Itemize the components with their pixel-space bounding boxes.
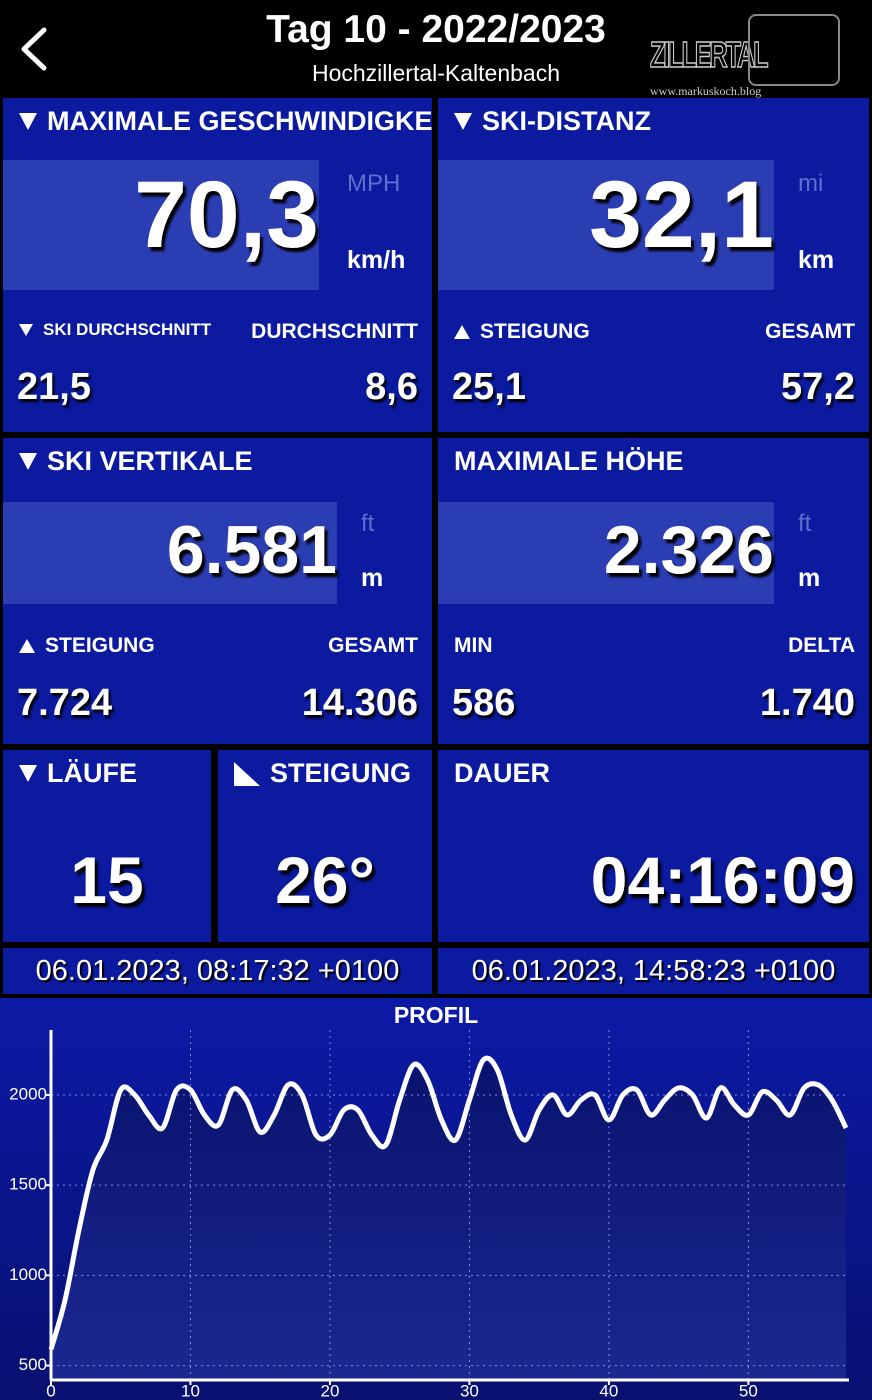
left-label-icon — [19, 324, 33, 336]
x-tick-label: 30 — [460, 1381, 479, 1400]
profile-chart: PROFIL 500 1000 1500 2000 0 10 20 30 40 50 — [0, 998, 872, 1400]
tile-title-row: DAUER — [454, 758, 550, 789]
value: 26° — [275, 843, 375, 917]
alt-unit: mi — [798, 170, 824, 197]
value: 15 — [70, 843, 144, 917]
end-time: 06.01.2023, 14:58:23 +0100 — [438, 948, 869, 994]
left-label-row: SKI DURCHSCHNITT — [19, 320, 211, 340]
tile: DAUER 04:16:09 — [438, 750, 869, 942]
tile: SKI-DISTANZ 32,1 mi km STEIGUNG GESAMT 25,1 57,… — [438, 98, 869, 432]
value-box — [3, 502, 337, 604]
tile-title-row: SKI-DISTANZ — [454, 106, 651, 137]
left-value: 21,5 — [17, 366, 91, 408]
unit: m — [798, 564, 821, 592]
left-value: 7.724 — [17, 682, 113, 724]
chart-title: PROFIL — [394, 1002, 478, 1028]
tile-title-icon — [234, 761, 260, 786]
tile: MAXIMALE HÖHE 2.326 ft m MIN DELTA 586 1.740 — [438, 438, 869, 744]
tile-title: STEIGUNG — [270, 758, 412, 788]
tile-title-row: LÄUFE — [19, 758, 137, 789]
value: 70,3 — [134, 162, 319, 268]
logo-frame — [748, 14, 840, 86]
start-time: 06.01.2023, 08:17:32 +0100 — [3, 948, 432, 994]
left-label: STEIGUNG — [480, 320, 590, 343]
profile-line — [48, 1055, 849, 1351]
header: Tag 10 - 2022/2023 Hochzillertal-Kaltenb… — [0, 0, 872, 98]
alt-unit: ft — [798, 510, 812, 537]
alt-unit: MPH — [347, 170, 401, 197]
right-value: 8,6 — [365, 366, 418, 408]
x-tick-label: 20 — [320, 1381, 339, 1400]
tile: SKI VERTIKALE 6.581 ft m STEIGUNG GESAMT 7.724… — [3, 438, 432, 744]
value-box — [438, 502, 774, 604]
left-label-icon — [19, 639, 35, 653]
tile-title-row: STEIGUNG — [234, 758, 411, 789]
value: 2.326 — [603, 512, 774, 588]
y-tick-label: 1500 — [9, 1175, 47, 1194]
value: 32,1 — [589, 162, 774, 268]
title: Tag 10 - 2022/2023 — [266, 8, 606, 51]
tile-title-icon — [19, 765, 37, 782]
right-label: GESAMT — [765, 320, 855, 343]
left-value: 586 — [452, 682, 516, 724]
x-tick-label: 10 — [181, 1381, 200, 1400]
unit: km/h — [347, 246, 406, 274]
area — [51, 1059, 846, 1380]
tile-title-row: MAXIMALE GESCHWINDIGKEIT — [19, 106, 432, 137]
value: 04:16:09 — [590, 843, 855, 917]
x-tick-label: 0 — [46, 1381, 55, 1400]
tile-title: SKI VERTIKALE — [47, 446, 253, 476]
right-label: GESAMT — [328, 634, 418, 657]
right-label: DELTA — [788, 634, 855, 657]
y-tick-label: 1000 — [9, 1265, 47, 1284]
subtitle: Hochzillertal-Kaltenbach — [311, 60, 560, 86]
unit: km — [798, 246, 835, 274]
left-label-row: STEIGUNG — [454, 320, 590, 344]
tile-title-row: MAXIMALE HÖHE — [454, 446, 684, 477]
alt-unit: ft — [361, 510, 375, 537]
right-value: 57,2 — [781, 366, 855, 408]
value-box — [438, 160, 774, 290]
tile-title-icon — [454, 113, 472, 130]
tile-title: MAXIMALE GESCHWINDIGKEIT — [47, 106, 432, 136]
value: 6.581 — [166, 512, 337, 588]
right-value: 1.740 — [759, 682, 855, 724]
tile: STEIGUNG 26° — [218, 750, 432, 942]
logo-url: www.markuskoch.blog — [650, 84, 762, 98]
left-label: MIN — [454, 634, 493, 657]
tile: MAXIMALE GESCHWINDIGKEIT 70,3 MPH km/h SKI D… — [3, 98, 432, 432]
tile-title: SKI-DISTANZ — [482, 106, 651, 136]
left-label: STEIGUNG — [45, 634, 155, 657]
tile-title-icon — [19, 113, 37, 130]
x-tick-label: 50 — [739, 1381, 758, 1400]
tile-title: MAXIMALE HÖHE — [454, 446, 684, 476]
y-tick-label: 2000 — [9, 1084, 47, 1103]
tile-title: DAUER — [454, 758, 551, 788]
tile-title-icon — [19, 453, 37, 470]
unit: m — [361, 564, 384, 592]
left-label-row: MIN — [454, 634, 493, 658]
tile: LÄUFE 15 — [3, 750, 211, 942]
left-label-icon — [454, 325, 470, 339]
value-box — [3, 160, 319, 290]
tile-title-row: SKI VERTIKALE — [19, 446, 253, 477]
x-tick-label: 40 — [599, 1381, 618, 1400]
left-label: SKI DURCHSCHNITT — [43, 320, 212, 339]
left-label-row: STEIGUNG — [19, 634, 155, 658]
y-tick-label: 500 — [19, 1355, 47, 1374]
left-value: 25,1 — [452, 366, 526, 408]
back-button[interactable] — [18, 26, 50, 72]
right-value: 14.306 — [301, 682, 418, 724]
tile-title: LÄUFE — [47, 758, 137, 788]
right-label: DURCHSCHNITT — [251, 320, 418, 343]
